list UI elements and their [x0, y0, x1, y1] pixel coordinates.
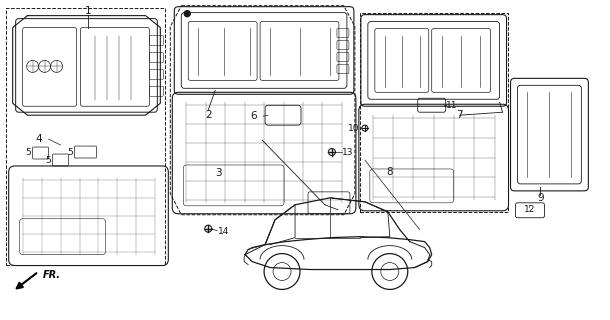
- Bar: [5, 8, 165, 265]
- Circle shape: [184, 11, 190, 17]
- Text: FR.: FR.: [43, 270, 60, 281]
- Text: 9: 9: [537, 193, 544, 203]
- Text: 4: 4: [35, 134, 42, 144]
- Text: 6: 6: [250, 111, 256, 121]
- Text: 2: 2: [205, 110, 212, 120]
- Text: 12: 12: [524, 205, 535, 214]
- Text: 14: 14: [218, 227, 229, 236]
- Text: 11: 11: [446, 101, 457, 110]
- Text: 3: 3: [215, 168, 221, 178]
- Text: 5: 5: [26, 148, 32, 156]
- Text: 13: 13: [342, 148, 353, 156]
- Text: 5: 5: [68, 148, 73, 156]
- Bar: [360, 13, 508, 212]
- Text: 8: 8: [387, 167, 393, 177]
- Text: 1: 1: [85, 6, 92, 16]
- Text: 5: 5: [46, 156, 51, 164]
- Text: 7: 7: [456, 110, 463, 120]
- Text: 10: 10: [348, 124, 360, 132]
